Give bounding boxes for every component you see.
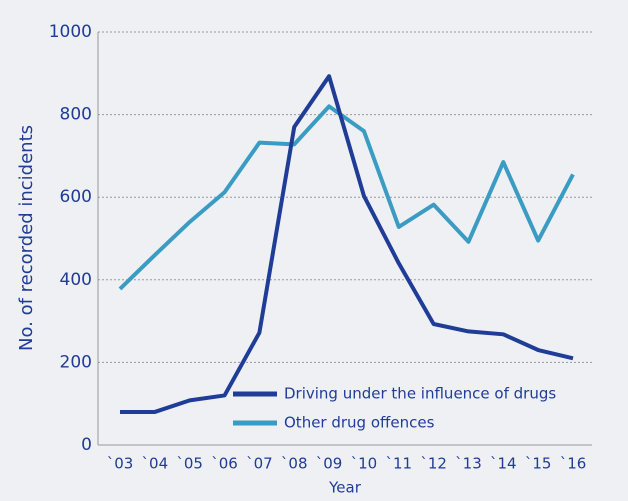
y-tick-label: 1000 <box>49 22 92 42</box>
x-tick-label: `07 <box>246 455 273 473</box>
x-tick-label: `14 <box>490 455 517 473</box>
x-tick-label: `13 <box>455 455 482 473</box>
y-axis-label: No. of recorded incidents <box>16 125 37 351</box>
y-tick-label: 200 <box>60 352 92 372</box>
x-tick-label: `08 <box>281 455 308 473</box>
x-tick-label: `11 <box>385 455 412 473</box>
y-tick-label: 600 <box>60 187 92 207</box>
x-tick-label: `16 <box>560 455 587 473</box>
series-line <box>120 74 574 414</box>
x-tick-label: `09 <box>316 455 343 473</box>
x-tick-label: `10 <box>351 455 378 473</box>
x-tick-label: `05 <box>176 455 203 473</box>
series-line <box>118 104 575 291</box>
legend-label: Other drug offences <box>284 414 435 432</box>
x-tick-label: `15 <box>525 455 552 473</box>
y-tick-label: 400 <box>60 270 92 290</box>
x-tick-label: `12 <box>420 455 447 473</box>
y-tick-label: 800 <box>60 105 92 125</box>
legend-label: Driving under the influence of drugs <box>284 385 556 403</box>
x-tick-label: `03 <box>107 455 134 473</box>
x-tick-label: `04 <box>142 455 169 473</box>
x-tick-label: `06 <box>211 455 238 473</box>
y-tick-label: 0 <box>81 435 92 455</box>
x-axis-label: Year <box>328 479 362 497</box>
